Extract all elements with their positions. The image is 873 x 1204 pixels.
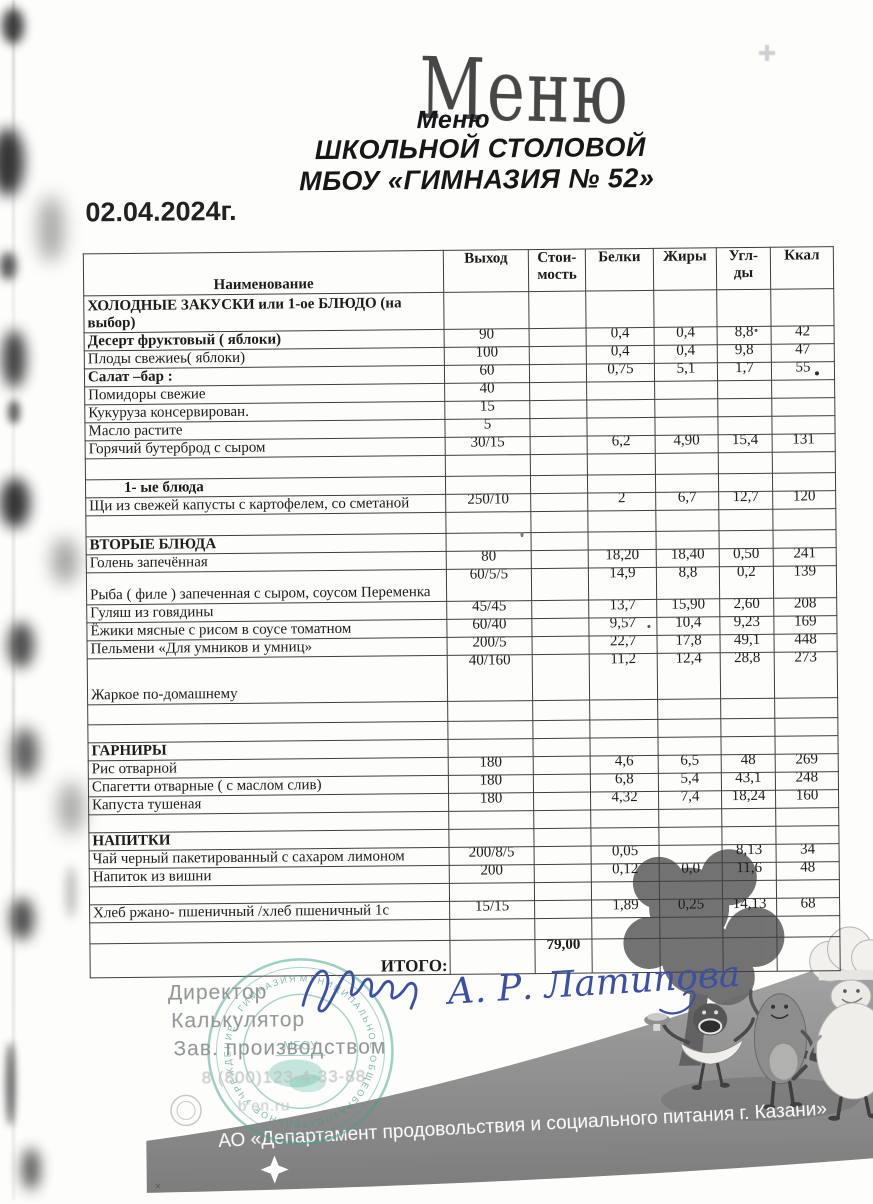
ink-speck [647, 625, 650, 628]
ink-speck [755, 329, 758, 332]
signature-scrawl [303, 970, 416, 1011]
ink-speck [815, 371, 819, 375]
signature-name: А. Р. Латипова [443, 954, 741, 1013]
ink-speck [521, 532, 524, 537]
scan-x-artifact: × [155, 1181, 162, 1193]
scan-cross-artifact [756, 42, 778, 64]
